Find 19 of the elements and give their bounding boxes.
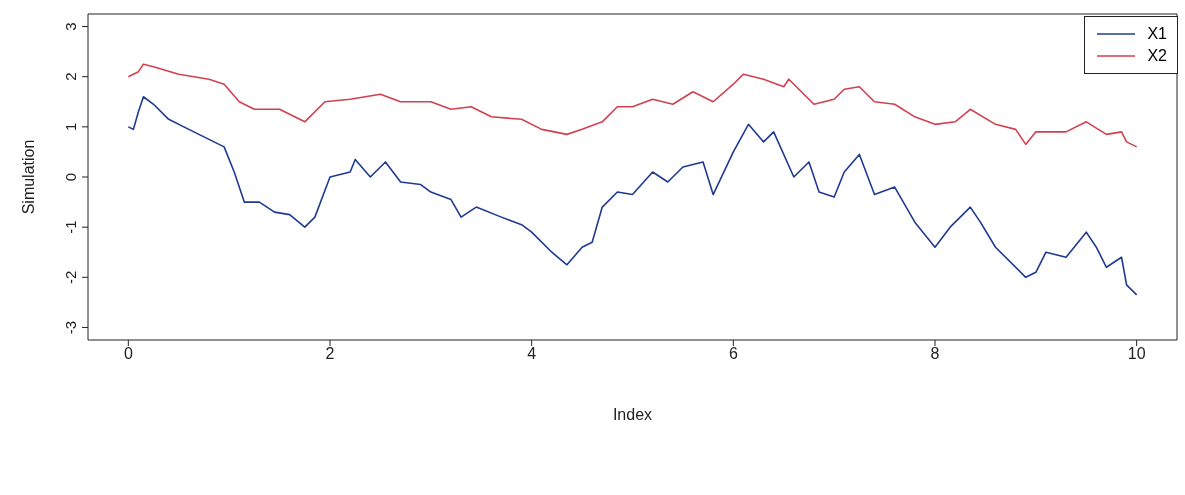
- x-tick-label: 10: [1127, 345, 1146, 363]
- y-tick-label: -1: [62, 220, 79, 234]
- y-tick-label: 3: [62, 22, 79, 31]
- line-series: [127, 63, 1138, 148]
- y-tick-label: -2: [62, 270, 79, 284]
- x-tick-label: 6: [728, 345, 738, 363]
- y-tick-label: 1: [62, 122, 79, 132]
- legend-label: X2: [1147, 47, 1167, 65]
- y-tick-label: 2: [62, 72, 79, 81]
- x-tick-label: 4: [527, 345, 537, 363]
- line-series: [127, 95, 1138, 296]
- x-tick-label: 0: [123, 345, 133, 363]
- x-axis-title: Index: [612, 406, 653, 423]
- y-axis-title: Simulation: [19, 139, 37, 215]
- legend-label: X1: [1147, 25, 1167, 43]
- y-tick-label: -3: [62, 320, 79, 335]
- x-tick-label: 2: [325, 345, 335, 363]
- x-tick-label: 8: [930, 345, 940, 363]
- y-tick-label: 0: [62, 172, 79, 182]
